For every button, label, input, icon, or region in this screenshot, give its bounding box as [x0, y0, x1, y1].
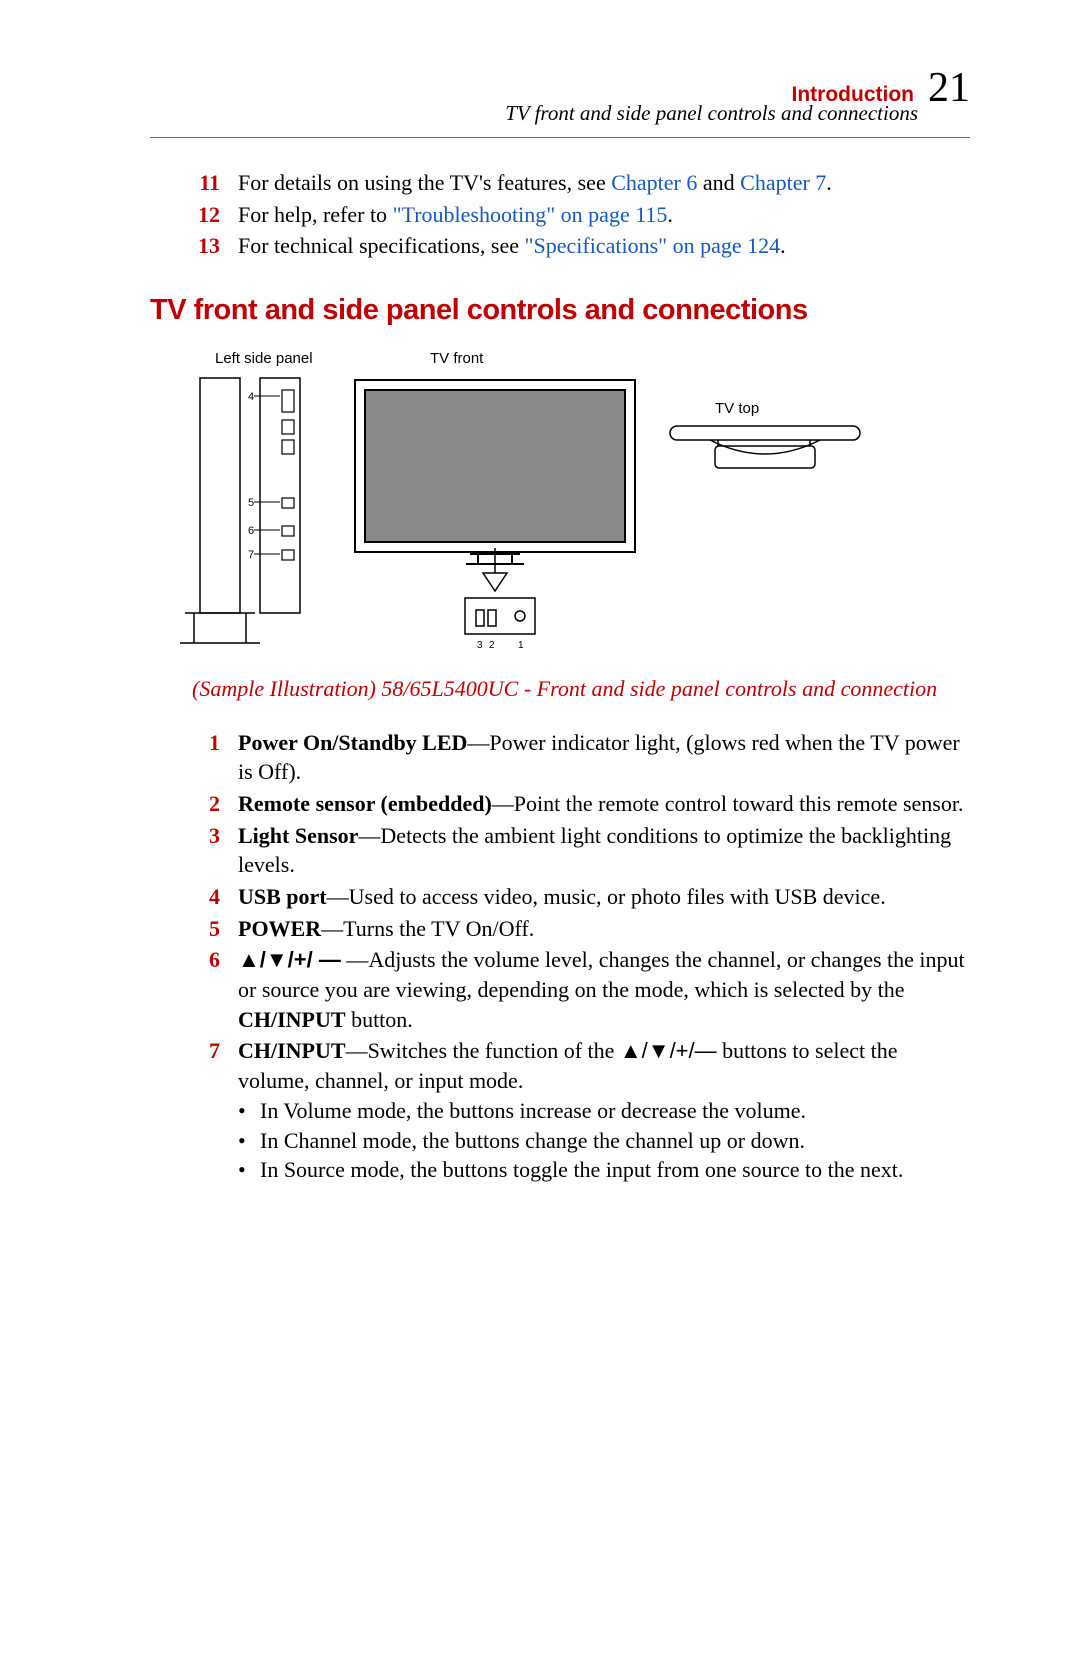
bullet-item: •In Source mode, the buttons toggle the … [238, 1155, 970, 1185]
svg-text:5: 5 [248, 497, 254, 509]
item-text: For technical specifications, see "Speci… [238, 231, 786, 261]
label-tv-top: TV top [715, 400, 759, 417]
definition-item: 2 Remote sensor (embedded)—Point the rem… [192, 789, 970, 819]
def-text: POWER—Turns the TV On/Off. [238, 914, 534, 944]
bullet-item: •In Volume mode, the buttons increase or… [238, 1096, 970, 1126]
def-number: 4 [192, 882, 220, 912]
def-number: 3 [192, 821, 220, 880]
label-left-side: Left side panel [215, 350, 313, 367]
definition-list: 1 Power On/Standby LED—Power indicator l… [192, 728, 970, 1185]
tv-diagram: Left side panel TV front TV top 4 5 6 7 [170, 348, 970, 666]
definition-item: 1 Power On/Standby LED—Power indicator l… [192, 728, 970, 787]
figure-caption: (Sample Illustration) 58/65L5400UC - Fro… [192, 674, 970, 704]
page-header: Introduction 21 TV front and side panel … [150, 60, 970, 127]
def-number: 5 [192, 914, 220, 944]
definition-item: 5 POWER—Turns the TV On/Off. [192, 914, 970, 944]
svg-text:4: 4 [248, 391, 254, 403]
svg-text:1: 1 [518, 640, 524, 651]
item-number: 11 [192, 168, 220, 198]
def-number: 2 [192, 789, 220, 819]
definition-item: 6 ▲/▼/+/ — —Adjusts the volume level, ch… [192, 945, 970, 1034]
def-number: 1 [192, 728, 220, 787]
link-troubleshooting[interactable]: "Troubleshooting" on page 115 [393, 202, 668, 227]
label-tv-front: TV front [430, 350, 484, 367]
item-number: 13 [192, 231, 220, 261]
list-item: 11 For details on using the TV's feature… [192, 168, 970, 198]
numbered-ref-list: 11 For details on using the TV's feature… [192, 168, 970, 261]
def-text: USB port—Used to access video, music, or… [238, 882, 886, 912]
header-subsection: TV front and side panel controls and con… [150, 99, 970, 127]
header-rule [150, 137, 970, 138]
list-item: 12 For help, refer to "Troubleshooting" … [192, 200, 970, 230]
svg-text:3: 3 [477, 640, 483, 651]
section-heading: TV front and side panel controls and con… [150, 291, 970, 330]
definition-item: 3 Light Sensor—Detects the ambient light… [192, 821, 970, 880]
item-text: For details on using the TV's features, … [238, 168, 832, 198]
sub-bullet-list: •In Volume mode, the buttons increase or… [238, 1096, 970, 1185]
svg-text:6: 6 [248, 525, 254, 537]
def-text: CH/INPUT—Switches the function of the ▲/… [238, 1036, 970, 1184]
def-text: Power On/Standby LED—Power indicator lig… [238, 728, 970, 787]
definition-item: 4 USB port—Used to access video, music, … [192, 882, 970, 912]
def-text: Light Sensor—Detects the ambient light c… [238, 821, 970, 880]
link-specifications[interactable]: "Specifications" on page 124 [525, 233, 781, 258]
svg-text:2: 2 [489, 640, 495, 651]
page-number: 21 [928, 60, 970, 117]
link-chapter[interactable]: Chapter 7 [740, 170, 826, 195]
item-number: 12 [192, 200, 220, 230]
list-item: 13 For technical specifications, see "Sp… [192, 231, 970, 261]
link-chapter[interactable]: Chapter 6 [611, 170, 697, 195]
def-text: Remote sensor (embedded)—Point the remot… [238, 789, 963, 819]
definition-item: 7 CH/INPUT—Switches the function of the … [192, 1036, 970, 1184]
item-text: For help, refer to "Troubleshooting" on … [238, 200, 673, 230]
def-number: 6 [192, 945, 220, 1034]
svg-text:7: 7 [248, 549, 254, 561]
bullet-item: •In Channel mode, the buttons change the… [238, 1126, 970, 1156]
def-text: ▲/▼/+/ — —Adjusts the volume level, chan… [238, 945, 970, 1034]
def-number: 7 [192, 1036, 220, 1184]
